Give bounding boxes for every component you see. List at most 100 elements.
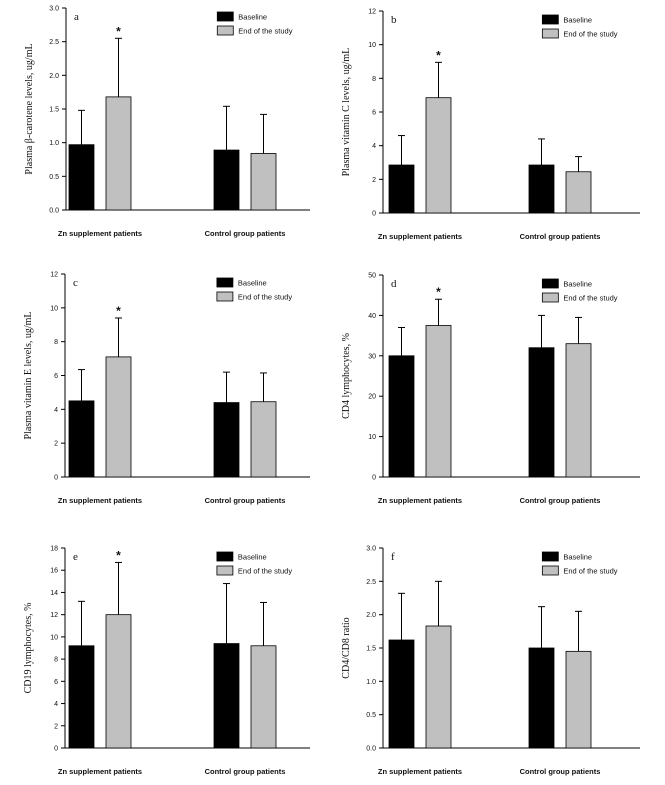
legend-label-end: End of the study [563, 294, 617, 303]
y-tick-label: 3.0 [49, 6, 59, 13]
y-tick-label: 2 [54, 723, 58, 730]
bar-baseline-control [528, 164, 555, 214]
x-category-label: Control group patients [205, 767, 286, 776]
chart-panel-f: 0.0 0.5 1.0 1.5 2.0 2.5 3.0 CD4/CD8 ratio f Basel… [341, 546, 640, 776]
legend-label-baseline: Baseline [238, 279, 267, 288]
x-category-label: Zn supplement patients [58, 496, 142, 505]
panel-letter: d [391, 278, 397, 290]
y-tick-label: 20 [368, 394, 376, 401]
y-tick-label: 2 [372, 177, 376, 184]
bar-end-control [250, 645, 277, 749]
chart-panel-e: 0 2 4 6 8 10 12 14 16 18 CD19 lymphocytes, % e Basel… [23, 546, 310, 776]
chart-panel-b: 0 2 4 6 8 10 12 Plasma vitamin C levels, ug/mL b… [341, 9, 640, 241]
y-tick-label: 0.0 [49, 208, 59, 215]
y-tick-label: 12 [368, 9, 376, 16]
y-tick-label: 8 [54, 657, 58, 664]
y-tick-label: 10 [368, 42, 376, 49]
y-tick-label: 0 [372, 475, 376, 482]
bar-baseline-zn [68, 645, 95, 749]
legend-swatch-baseline [216, 11, 234, 22]
y-tick-label: 8 [372, 76, 376, 83]
bar-baseline-zn [68, 144, 95, 211]
y-tick-label: 12 [50, 612, 58, 619]
legend-swatch-end [541, 565, 559, 576]
legend-label-baseline: Baseline [563, 16, 592, 25]
bar-baseline-zn [388, 164, 415, 214]
legend-swatch-end [541, 28, 559, 39]
x-category-label: Zn supplement patients [58, 767, 142, 776]
y-tick-label: 1.5 [366, 646, 376, 653]
panel-letter: b [391, 14, 397, 26]
panel-letter: f [391, 551, 395, 563]
y-tick-label: 2.0 [366, 612, 376, 619]
chart-panel-d: 0 10 20 30 40 50 CD4 lymphocytes, % d Baseline En… [341, 273, 640, 505]
y-tick-label: 6 [372, 110, 376, 117]
y-tick-label: 0.0 [366, 746, 376, 753]
significance-marker: * [116, 304, 121, 318]
y-tick-label: 10 [50, 305, 58, 312]
bar-end-zn [105, 356, 132, 478]
legend-swatch-end [541, 292, 559, 303]
bar-end-zn [425, 325, 452, 478]
legend-swatch-baseline [541, 551, 559, 562]
y-tick-label: 10 [368, 434, 376, 441]
y-axis-label: Plasma vitamin C levels, ug/mL [341, 48, 352, 177]
x-category-label: Zn supplement patients [378, 496, 462, 505]
significance-marker: * [116, 24, 121, 38]
y-tick-label: 1.5 [49, 107, 59, 114]
y-tick-label: 6 [54, 679, 58, 686]
x-category-label: Control group patients [520, 496, 601, 505]
legend-swatch-baseline [541, 278, 559, 289]
y-tick-label: 16 [50, 568, 58, 575]
y-axis-label: Plasma β-carotene levels, ug/mL [24, 43, 35, 174]
bar-baseline-control [213, 149, 240, 211]
y-tick-label: 50 [368, 273, 376, 280]
chart-panel-a: 0.0 0.5 1.0 1.5 2.0 2.5 3.0 Plasma β-carotene l… [24, 6, 310, 238]
significance-marker: * [436, 48, 441, 62]
panel-letter: a [74, 11, 79, 23]
y-tick-label: 12 [50, 272, 58, 279]
bar-end-zn [105, 614, 132, 749]
y-axis-label: Plasma vitamin E levels, ug/mL [23, 311, 34, 439]
y-tick-label: 6 [54, 373, 58, 380]
x-category-label: Control group patients [205, 229, 286, 238]
x-category-label: Control group patients [520, 767, 601, 776]
bar-end-control [565, 343, 592, 478]
legend-label-baseline: Baseline [563, 280, 592, 289]
y-tick-label: 14 [50, 590, 58, 597]
y-axis-label: CD19 lymphocytes, % [23, 603, 34, 694]
y-tick-label: 1.0 [49, 140, 59, 147]
bar-baseline-zn [388, 355, 415, 478]
bar-end-zn [425, 625, 452, 749]
y-tick-label: 1.0 [366, 679, 376, 686]
legend-label-baseline: Baseline [238, 553, 267, 562]
legend-label-end: End of the study [238, 27, 292, 36]
significance-marker: * [116, 548, 121, 562]
y-tick-label: 2.0 [49, 73, 59, 80]
bar-baseline-zn [68, 400, 95, 478]
bar-end-zn [425, 97, 452, 214]
legend-swatch-end [216, 291, 234, 302]
y-tick-label: 4 [54, 407, 58, 414]
significance-marker: * [436, 285, 441, 299]
bar-baseline-control [528, 647, 555, 749]
x-category-label: Control group patients [205, 496, 286, 505]
y-tick-label: 0.5 [49, 174, 59, 181]
bar-baseline-zn [388, 639, 415, 749]
panel-letter: e [73, 551, 78, 563]
x-category-label: Zn supplement patients [378, 232, 462, 241]
legend-label-end: End of the study [563, 30, 617, 39]
legend-swatch-end [216, 565, 234, 576]
y-tick-label: 18 [50, 546, 58, 553]
y-tick-label: 4 [54, 701, 58, 708]
x-category-label: Zn supplement patients [58, 229, 142, 238]
legend-label-end: End of the study [238, 293, 292, 302]
x-category-label: Zn supplement patients [378, 767, 462, 776]
y-tick-label: 0.5 [366, 712, 376, 719]
bar-end-control [565, 650, 592, 749]
y-tick-label: 0 [54, 746, 58, 753]
legend-label-baseline: Baseline [563, 553, 592, 562]
bar-end-zn [105, 96, 132, 211]
bar-baseline-control [213, 402, 240, 478]
